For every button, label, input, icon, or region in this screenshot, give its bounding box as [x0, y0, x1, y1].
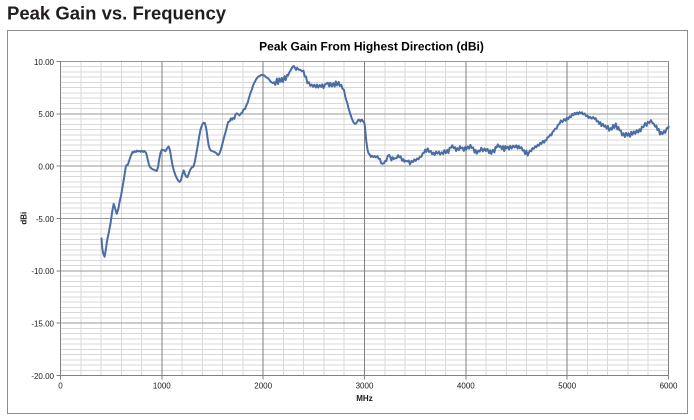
svg-text:6000: 6000	[660, 382, 678, 391]
svg-text:dBi: dBi	[19, 212, 28, 225]
svg-text:5000: 5000	[558, 382, 576, 391]
svg-text:Peak Gain From Highest Directi: Peak Gain From Highest Direction (dBi)	[259, 40, 484, 54]
svg-text:3000: 3000	[356, 382, 374, 391]
svg-text:Peak Gain vs. Frequency: Peak Gain vs. Frequency	[7, 3, 227, 24]
svg-text:5.00: 5.00	[38, 110, 54, 119]
svg-text:2000: 2000	[254, 382, 272, 391]
svg-text:-15.00: -15.00	[31, 320, 54, 329]
svg-text:-20.00: -20.00	[31, 372, 54, 381]
svg-text:10.00: 10.00	[34, 58, 55, 67]
svg-text:4000: 4000	[457, 382, 475, 391]
svg-text:-5.00: -5.00	[36, 215, 55, 224]
svg-text:-10.00: -10.00	[31, 267, 54, 276]
svg-text:1000: 1000	[153, 382, 171, 391]
svg-text:0.00: 0.00	[38, 163, 54, 172]
svg-text:0: 0	[58, 382, 63, 391]
svg-text:MHz: MHz	[356, 394, 372, 403]
